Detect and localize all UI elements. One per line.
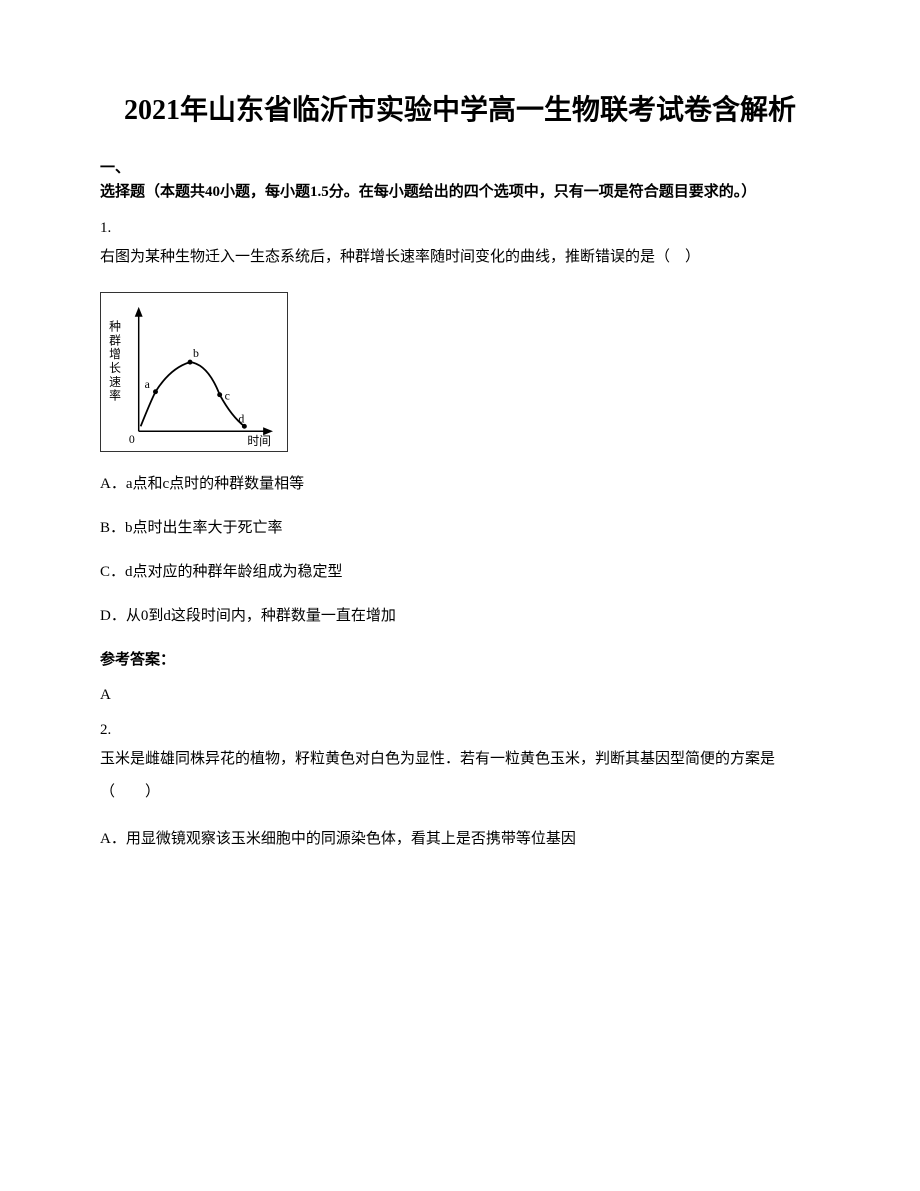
answer-label: 参考答案： xyxy=(100,648,820,669)
question-number: 2. xyxy=(100,722,820,739)
question-text: 玉米是雌雄同株异花的植物，籽粒黄色对白色为显性．若有一粒黄色玉米，判断其基因型简… xyxy=(100,743,820,809)
svg-text:长: 长 xyxy=(109,361,121,375)
option-a: A．用显微镜观察该玉米细胞中的同源染色体，看其上是否携带等位基因 xyxy=(100,827,820,851)
option-b: B．b点时出生率大于死亡率 xyxy=(100,516,820,540)
page-title: 2021年山东省临沂市实验中学高一生物联考试卷含解析 xyxy=(100,90,820,132)
svg-text:a: a xyxy=(145,377,151,391)
question-2: 2. 玉米是雌雄同株异花的植物，籽粒黄色对白色为显性．若有一粒黄色玉米，判断其基… xyxy=(100,722,820,851)
svg-text:0: 0 xyxy=(129,432,135,446)
chart-svg: 种 群 增 长 速 率 0 时间 a b c d xyxy=(101,293,287,451)
svg-text:时间: 时间 xyxy=(247,434,271,448)
svg-text:速: 速 xyxy=(109,375,121,389)
question-number: 1. xyxy=(100,220,820,237)
svg-text:增: 增 xyxy=(109,347,121,361)
option-d: D．从0到d这段时间内，种群数量一直在增加 xyxy=(100,604,820,628)
question-1: 1. 右图为某种生物迁入一生态系统后，种群增长速率随时间变化的曲线，推断错误的是… xyxy=(100,220,820,704)
section-heading-text: 选择题（本题共40小题，每小题1.5分。在每小题给出的四个选项中，只有一项是符合… xyxy=(100,184,756,200)
option-c: C．d点对应的种群年龄组成为稳定型 xyxy=(100,560,820,584)
growth-rate-chart: 种 群 增 长 速 率 0 时间 a b c d xyxy=(100,292,288,452)
svg-text:种: 种 xyxy=(109,320,121,334)
svg-text:率: 率 xyxy=(109,389,121,403)
svg-text:d: d xyxy=(238,411,244,425)
section-prefix: 一、 xyxy=(100,160,130,176)
svg-text:群: 群 xyxy=(109,333,121,347)
svg-text:b: b xyxy=(193,346,199,360)
question-text: 右图为某种生物迁入一生态系统后，种群增长速率随时间变化的曲线，推断错误的是（ ） xyxy=(100,241,820,274)
svg-text:c: c xyxy=(225,389,230,403)
option-a: A．a点和c点时的种群数量相等 xyxy=(100,472,820,496)
answer-value: A xyxy=(100,687,820,704)
section-heading: 一、 选择题（本题共40小题，每小题1.5分。在每小题给出的四个选项中，只有一项… xyxy=(100,156,820,204)
